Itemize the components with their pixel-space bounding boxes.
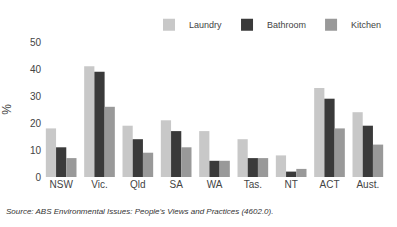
svg-text:Laundry: Laundry — [189, 20, 222, 30]
svg-text:50: 50 — [30, 37, 42, 48]
svg-text:Aust.: Aust. — [356, 179, 379, 190]
svg-text:Source: ABS Environmental Issu: Source: ABS Environmental Issues: People… — [6, 207, 273, 216]
svg-text:Kitchen: Kitchen — [351, 20, 381, 30]
svg-text:Vic.: Vic. — [91, 179, 108, 190]
svg-text:NSW: NSW — [49, 179, 73, 190]
svg-text:40: 40 — [30, 64, 42, 75]
svg-text:0: 0 — [35, 172, 41, 183]
svg-text:ACT: ACT — [320, 179, 340, 190]
svg-text:10: 10 — [30, 145, 42, 156]
svg-text:Bathroom: Bathroom — [267, 20, 306, 30]
svg-text:%: % — [0, 104, 14, 115]
svg-text:Tas.: Tas. — [244, 179, 262, 190]
svg-text:20: 20 — [30, 118, 42, 129]
svg-text:Qld: Qld — [130, 179, 146, 190]
svg-text:NT: NT — [284, 179, 297, 190]
svg-text:SA: SA — [169, 179, 183, 190]
svg-text:30: 30 — [30, 91, 42, 102]
svg-text:WA: WA — [207, 179, 223, 190]
